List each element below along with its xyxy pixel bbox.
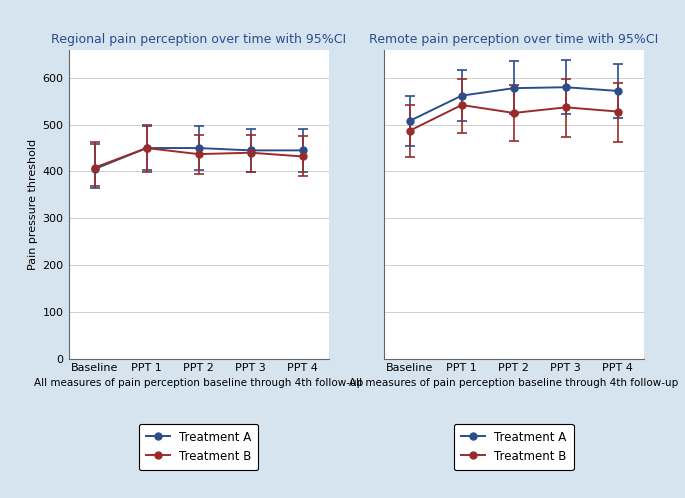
X-axis label: All measures of pain perception baseline through 4th follow-up: All measures of pain perception baseline…	[34, 377, 363, 387]
Title: Remote pain perception over time with 95%CI: Remote pain perception over time with 95…	[369, 33, 658, 46]
X-axis label: All measures of pain perception baseline through 4th follow-up: All measures of pain perception baseline…	[349, 377, 678, 387]
Legend: Treatment A, Treatment B: Treatment A, Treatment B	[454, 424, 573, 470]
Legend: Treatment A, Treatment B: Treatment A, Treatment B	[139, 424, 258, 470]
Y-axis label: Pain pressure threshold: Pain pressure threshold	[28, 138, 38, 270]
Title: Regional pain perception over time with 95%CI: Regional pain perception over time with …	[51, 33, 346, 46]
